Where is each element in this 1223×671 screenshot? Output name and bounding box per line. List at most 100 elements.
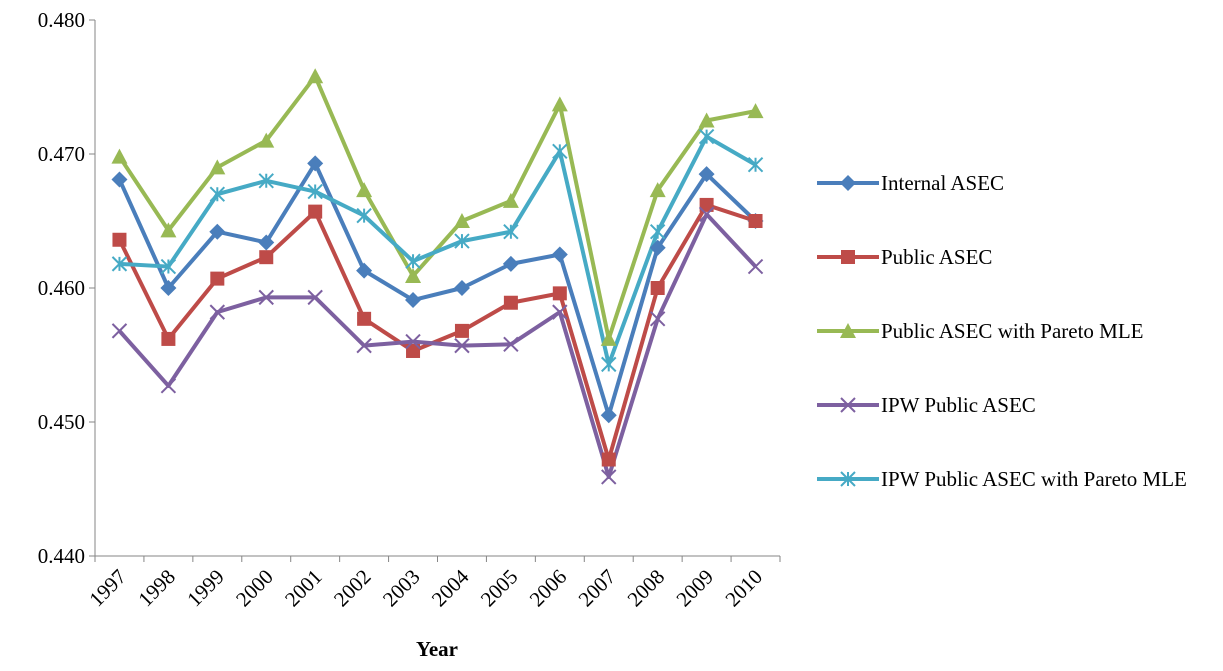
- marker: [552, 143, 568, 160]
- series-line: [117, 161, 757, 418]
- marker: [502, 192, 519, 208]
- marker: [210, 271, 225, 286]
- marker: [840, 323, 856, 338]
- x-tick-label: 1998: [133, 565, 180, 612]
- marker: [503, 295, 518, 310]
- marker: [747, 103, 764, 119]
- marker: [601, 452, 616, 467]
- x-tick-label: 2007: [574, 565, 621, 612]
- marker: [840, 471, 856, 487]
- x-tick-label: 1999: [182, 565, 229, 612]
- marker: [356, 207, 372, 224]
- marker: [601, 469, 617, 485]
- chart: Year 0.440 0.450 0.460 0.470 0.480 1997 1998 19…: [38, 8, 781, 661]
- marker: [698, 166, 715, 183]
- series-line: [117, 212, 757, 479]
- marker: [600, 407, 617, 424]
- y-tick-label: 0.470: [38, 142, 85, 166]
- marker: [698, 112, 715, 128]
- x-tick-label: 2009: [671, 565, 718, 612]
- legend-item: IPW Public ASEC: [815, 390, 1219, 420]
- marker: [406, 343, 421, 358]
- series-line: [117, 202, 757, 462]
- series-line: [119, 134, 757, 367]
- x-tick-label: 2000: [231, 565, 278, 612]
- marker: [357, 311, 372, 326]
- marker: [840, 175, 856, 191]
- marker: [453, 280, 470, 296]
- legend-item: Internal ASEC: [815, 168, 1219, 198]
- x-tick-label: 2008: [623, 565, 670, 612]
- marker: [111, 323, 128, 339]
- marker: [356, 337, 372, 354]
- marker: [160, 378, 177, 394]
- marker: [356, 262, 373, 279]
- marker: [111, 256, 128, 272]
- marker: [258, 289, 274, 306]
- marker: [649, 311, 666, 327]
- marker: [454, 337, 470, 354]
- marker: [307, 289, 323, 306]
- marker: [258, 234, 275, 251]
- marker: [307, 183, 323, 200]
- marker: [258, 173, 274, 189]
- legend-swatch: [817, 397, 879, 413]
- marker: [503, 336, 519, 352]
- marker: [111, 171, 128, 188]
- marker: [600, 330, 617, 346]
- legend-label: Public ASEC with Pareto MLE: [881, 319, 1144, 343]
- x-axis-title: Year: [416, 637, 458, 661]
- legend-label: IPW Public ASEC with Pareto MLE: [881, 467, 1187, 491]
- marker: [356, 182, 373, 198]
- marker: [111, 148, 128, 164]
- marker: [698, 206, 715, 223]
- marker: [841, 250, 855, 264]
- marker: [209, 223, 226, 240]
- marker: [405, 292, 422, 309]
- legend-swatch: [817, 250, 879, 264]
- marker: [552, 304, 568, 320]
- marker: [649, 182, 666, 198]
- marker: [258, 132, 275, 148]
- series-line: [117, 74, 756, 341]
- marker: [699, 197, 714, 212]
- x-tick-label: 1997: [84, 565, 131, 612]
- marker: [748, 214, 763, 228]
- legend-item: IPW Public ASEC with Pareto MLE: [815, 464, 1219, 494]
- legend-swatch: [817, 471, 879, 487]
- marker: [601, 356, 617, 373]
- marker: [502, 255, 519, 272]
- marker: [405, 253, 421, 269]
- y-tick-label: 0.460: [38, 276, 85, 300]
- marker: [747, 258, 764, 275]
- marker: [405, 267, 422, 283]
- marker: [209, 159, 226, 175]
- x-tick-label: 2001: [280, 565, 327, 612]
- marker: [552, 286, 567, 301]
- marker: [454, 323, 469, 338]
- legend-label: Public ASEC: [881, 245, 993, 269]
- legend-swatch: [817, 175, 879, 191]
- marker: [112, 232, 127, 247]
- marker: [698, 128, 715, 145]
- marker: [209, 186, 226, 202]
- marker: [840, 397, 856, 413]
- x-tick-label: 2002: [329, 565, 376, 612]
- marker: [649, 224, 666, 240]
- legend-label: Internal ASEC: [881, 171, 1005, 195]
- marker: [161, 331, 176, 346]
- y-tick-label: 0.450: [38, 410, 85, 434]
- y-tick-label: 0.480: [38, 8, 85, 32]
- marker: [259, 250, 274, 265]
- marker: [160, 258, 177, 275]
- marker: [307, 155, 324, 172]
- marker: [308, 204, 323, 219]
- x-tick-label: 2005: [476, 565, 523, 612]
- legend-label: IPW Public ASEC: [881, 393, 1036, 417]
- marker: [405, 333, 421, 350]
- marker: [454, 233, 470, 249]
- x-tick-label: 2003: [378, 565, 425, 612]
- marker: [551, 246, 568, 263]
- x-tick-label: 2010: [720, 565, 767, 612]
